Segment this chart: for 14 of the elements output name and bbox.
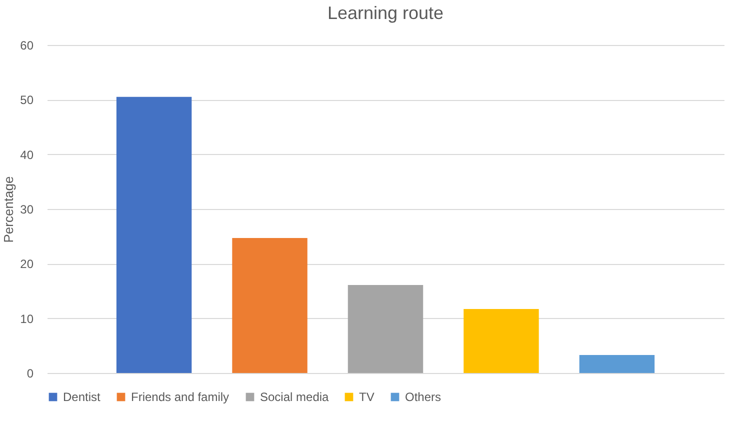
legend-label: Dentist <box>63 390 102 404</box>
legend-label: TV <box>359 390 374 404</box>
y-tick-label: 60 <box>20 38 34 52</box>
y-tick-label: 20 <box>20 257 34 272</box>
legend-label: Friends and family <box>131 390 230 404</box>
y-tick-label: 10 <box>20 312 34 326</box>
y-axis-title: Percentage <box>1 176 16 243</box>
y-tick-label: 40 <box>20 148 34 162</box>
y-tick-label: 30 <box>20 202 34 216</box>
y-tick-label: 50 <box>20 93 34 108</box>
legend-label: Social media <box>260 390 330 404</box>
y-tick-label: 0 <box>26 366 34 380</box>
chart-title: Learning route <box>327 3 444 23</box>
legend-label: Others <box>405 390 442 404</box>
